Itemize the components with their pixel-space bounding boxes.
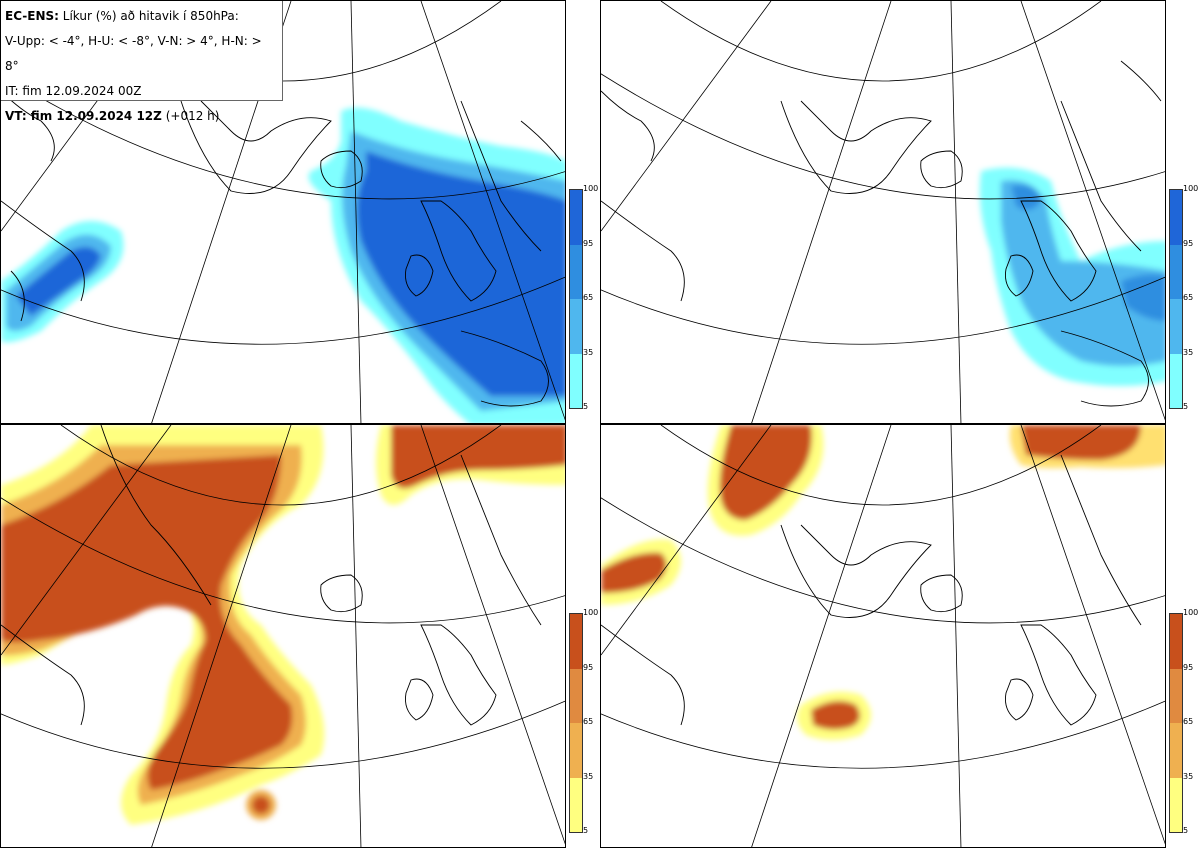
colorbar-orange-bottom-left: 100 95 65 35 5 bbox=[569, 609, 601, 843]
graticule bbox=[1, 425, 565, 847]
probability-field bbox=[1, 107, 565, 423]
probability-field bbox=[601, 425, 1165, 740]
tick-label: 5 bbox=[1183, 402, 1189, 411]
tick-label: 100 bbox=[1183, 184, 1199, 193]
colorbar-blue-top-right: 100 95 65 35 5 bbox=[1169, 185, 1200, 419]
colorbar-strip bbox=[1169, 189, 1183, 409]
colorbar-strip bbox=[569, 613, 583, 833]
map-panel-cold-4: EC-ENS: Líkur (%) að hitavik í 850hPa: V… bbox=[0, 0, 566, 424]
tick-label: 35 bbox=[583, 348, 594, 357]
map-panel-warm-8 bbox=[600, 424, 1166, 848]
map-panel-warm-4 bbox=[0, 424, 566, 848]
tick-label: 95 bbox=[1183, 663, 1194, 672]
title-line: EC-ENS: Líkur (%) að hitavik í 850hPa: bbox=[5, 4, 278, 29]
coastlines bbox=[601, 60, 1162, 407]
forecast-hour: (+012 h) bbox=[165, 109, 220, 123]
tick-label: 95 bbox=[583, 663, 594, 672]
threshold-text: V-Upp: < -4°, H-U: < -8°, V-N: > 4°, H-N… bbox=[5, 34, 262, 73]
map-graphic bbox=[601, 1, 1165, 423]
valid-time-text: VT: fim 12.09.2024 12Z bbox=[5, 109, 162, 123]
init-time-text: IT: fim 12.09.2024 00Z bbox=[5, 84, 142, 98]
graticule bbox=[601, 425, 1165, 847]
coastlines bbox=[1, 90, 562, 407]
tick-label: 65 bbox=[583, 293, 594, 302]
map-graphic bbox=[1, 425, 565, 847]
tick-label: 65 bbox=[583, 717, 594, 726]
map-panel-cold-8 bbox=[600, 0, 1166, 424]
map-graphic bbox=[1, 1, 565, 423]
map-graphic bbox=[601, 425, 1165, 847]
tick-label: 35 bbox=[583, 772, 594, 781]
tick-label: 65 bbox=[1183, 717, 1194, 726]
map-legend-box: EC-ENS: Líkur (%) að hitavik í 850hPa: V… bbox=[1, 1, 283, 123]
tick-label: 100 bbox=[583, 608, 599, 617]
tick-label: 5 bbox=[1183, 826, 1189, 835]
probability-field bbox=[1, 425, 565, 825]
coastlines bbox=[601, 454, 1142, 726]
colorbar-blue-top-left: 100 95 65 35 5 bbox=[569, 185, 601, 419]
valid-time-line: VT: fim 12.09.2024 12Z (+012 h) bbox=[5, 104, 278, 129]
graticule bbox=[601, 1, 1165, 423]
tick-label: 5 bbox=[583, 826, 589, 835]
coastlines bbox=[1, 425, 542, 726]
tick-label: 95 bbox=[1183, 239, 1194, 248]
tick-label: 5 bbox=[583, 402, 589, 411]
tick-label: 35 bbox=[1183, 772, 1194, 781]
tick-label: 100 bbox=[583, 184, 599, 193]
title-text: Líkur (%) að hitavik í 850hPa: bbox=[62, 9, 239, 23]
tick-label: 95 bbox=[583, 239, 594, 248]
colorbar-strip bbox=[569, 189, 583, 409]
tick-label: 100 bbox=[1183, 608, 1199, 617]
probability-field bbox=[979, 167, 1165, 386]
tick-label: 65 bbox=[1183, 293, 1194, 302]
colorbar-orange-bottom-right: 100 95 65 35 5 bbox=[1169, 609, 1200, 843]
model-label: EC-ENS: bbox=[5, 9, 59, 23]
colorbar-strip bbox=[1169, 613, 1183, 833]
tick-label: 35 bbox=[1183, 348, 1194, 357]
